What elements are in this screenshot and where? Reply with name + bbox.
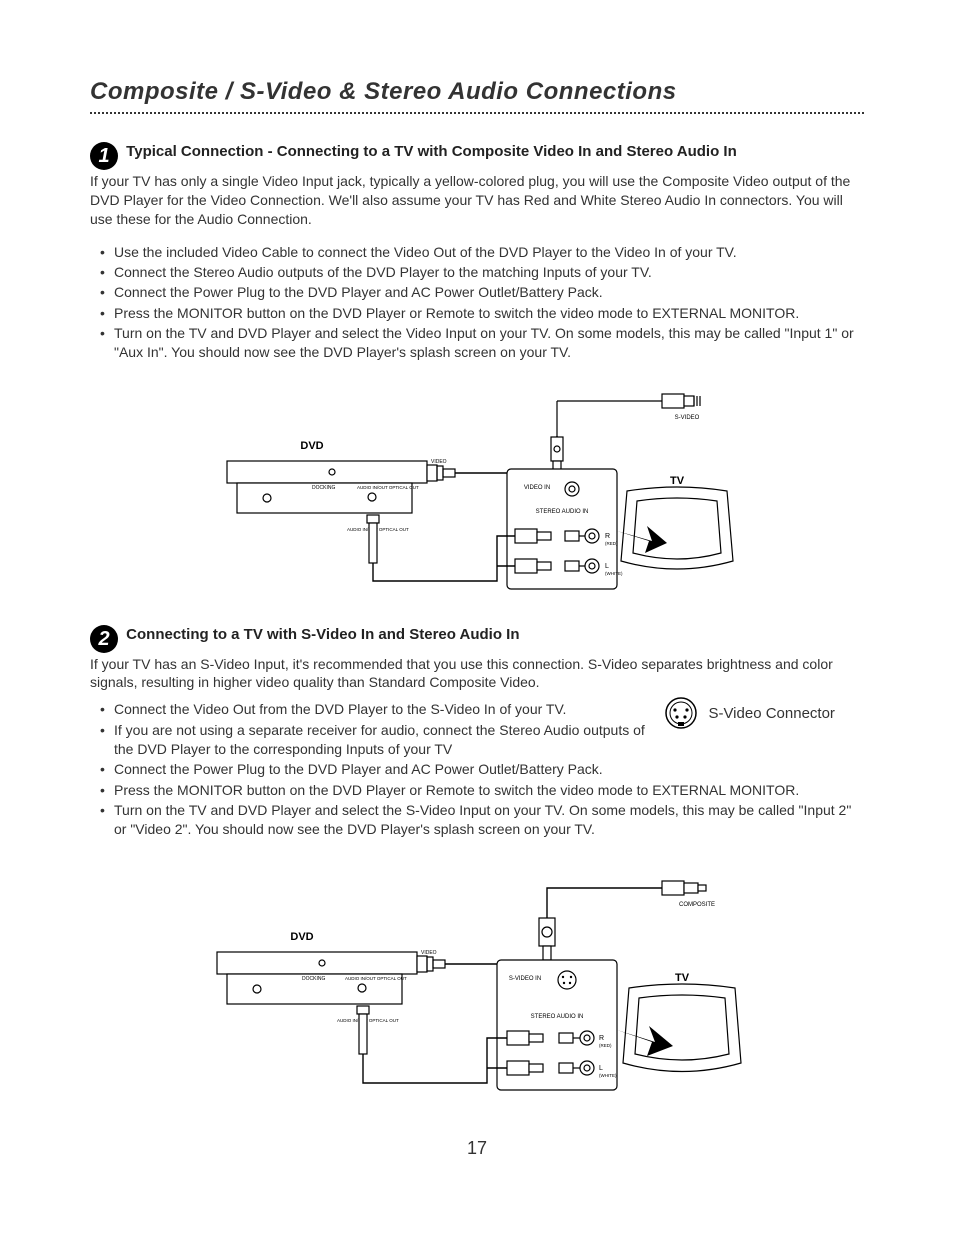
- svg-text:AUDIO IN/OUT OPTICAL OUT: AUDIO IN/OUT OPTICAL OUT: [347, 527, 409, 532]
- svg-text:AUDIO IN/OUT OPTICAL OUT: AUDIO IN/OUT OPTICAL OUT: [337, 1018, 399, 1023]
- list-item: Connect the Power Plug to the DVD Player…: [100, 760, 864, 779]
- step-number-2-icon: 2: [90, 625, 118, 653]
- tv-label: TV: [675, 972, 690, 984]
- dvd-label: DVD: [300, 440, 323, 452]
- diagram-composite: DVD DOCKING AUDIO IN/OUT OPTICAL OUT VID…: [197, 381, 757, 601]
- section-2-heading: 2 Connecting to a TV with S-Video In and…: [90, 625, 864, 653]
- svg-text:S-VIDEO: S-VIDEO: [675, 415, 700, 421]
- svg-text:(WHITE): (WHITE): [599, 1073, 617, 1078]
- list-item: Press the MONITOR button on the DVD Play…: [100, 781, 864, 800]
- section-2-title: Connecting to a TV with S-Video In and S…: [126, 626, 519, 643]
- svg-text:R: R: [599, 1035, 604, 1042]
- list-item: Press the MONITOR button on the DVD Play…: [100, 304, 864, 323]
- section-1-heading: 1 Typical Connection - Connecting to a T…: [90, 142, 864, 170]
- page-title: Composite / S-Video & Stereo Audio Conne…: [90, 78, 864, 106]
- tv-label: TV: [670, 475, 685, 487]
- svg-text:VIDEO: VIDEO: [421, 950, 437, 956]
- svg-text:AUDIO IN/OUT OPTICAL OUT: AUDIO IN/OUT OPTICAL OUT: [357, 485, 419, 490]
- list-item: Turn on the TV and DVD Player and select…: [100, 801, 864, 840]
- dotted-rule: [90, 112, 864, 114]
- svg-text:S-VIDEO IN: S-VIDEO IN: [509, 976, 541, 982]
- section-1: 1 Typical Connection - Connecting to a T…: [90, 142, 864, 601]
- section-2: 2 Connecting to a TV with S-Video In and…: [90, 625, 864, 1108]
- section-2-bullets: Connect the Video Out from the DVD Playe…: [90, 700, 864, 839]
- section-1-bullets: Use the included Video Cable to connect …: [90, 243, 864, 363]
- diagram-svideo: DVD DOCKING AUDIO IN/OUT OPTICAL OUT VID…: [197, 868, 757, 1108]
- svg-text:VIDEO: VIDEO: [431, 459, 447, 465]
- list-item: If you are not using a separate receiver…: [100, 721, 864, 760]
- list-item: Turn on the TV and DVD Player and select…: [100, 324, 864, 363]
- svg-text:(RED): (RED): [599, 1043, 612, 1048]
- list-item: Connect the Stereo Audio outputs of the …: [100, 263, 864, 282]
- svg-text:L: L: [599, 1065, 603, 1072]
- svg-text:VIDEO IN: VIDEO IN: [524, 485, 550, 491]
- svg-text:L: L: [605, 563, 609, 570]
- list-item: Connect the Video Out from the DVD Playe…: [100, 700, 864, 719]
- list-item: Connect the Power Plug to the DVD Player…: [100, 283, 864, 302]
- page-number: 17: [90, 1138, 864, 1159]
- svg-text:COMPOSITE: COMPOSITE: [679, 902, 715, 908]
- svg-text:(RED): (RED): [605, 541, 618, 546]
- svg-text:STEREO AUDIO IN: STEREO AUDIO IN: [531, 1014, 584, 1020]
- svg-text:STEREO AUDIO IN: STEREO AUDIO IN: [536, 509, 589, 515]
- list-item: Use the included Video Cable to connect …: [100, 243, 864, 262]
- section-2-intro: If your TV has an S-Video Input, it's re…: [90, 655, 864, 693]
- svg-text:AUDIO IN/OUT OPTICAL OUT: AUDIO IN/OUT OPTICAL OUT: [345, 976, 407, 981]
- svg-text:DOCKING: DOCKING: [312, 485, 335, 491]
- dvd-label: DVD: [290, 931, 313, 943]
- section-1-intro: If your TV has only a single Video Input…: [90, 172, 864, 229]
- svg-text:R: R: [605, 533, 610, 540]
- svg-text:(WHITE): (WHITE): [605, 571, 623, 576]
- section-1-title: Typical Connection - Connecting to a TV …: [126, 143, 737, 160]
- step-number-1-icon: 1: [90, 142, 118, 170]
- svg-text:DOCKING: DOCKING: [302, 976, 325, 982]
